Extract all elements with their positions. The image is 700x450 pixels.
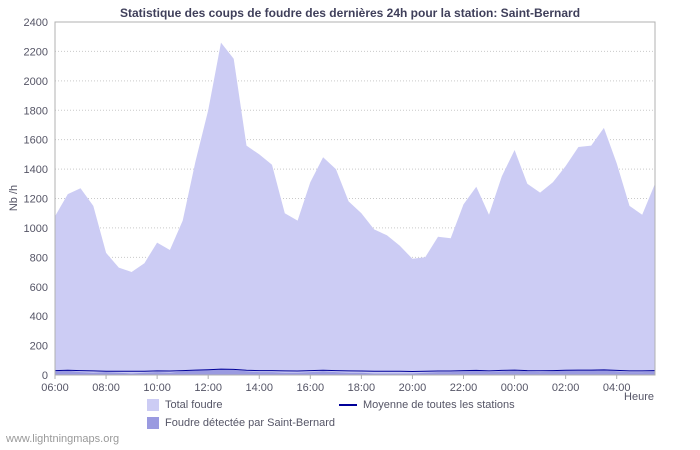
- svg-text:1400: 1400: [24, 164, 48, 176]
- svg-text:10:00: 10:00: [143, 382, 171, 392]
- legend: Total foudre Moyenne de toutes les stati…: [147, 396, 515, 432]
- watermark: www.lightningmaps.org: [6, 433, 120, 445]
- legend-label-detected: Foudre détectée par Saint-Bernard: [165, 417, 335, 429]
- legend-label-total: Total foudre: [165, 399, 223, 411]
- svg-text:06:00: 06:00: [41, 382, 69, 392]
- legend-item-total: Total foudre: [147, 399, 339, 411]
- svg-text:2400: 2400: [24, 17, 48, 29]
- svg-text:22:00: 22:00: [450, 382, 478, 392]
- svg-text:1000: 1000: [24, 223, 48, 235]
- svg-text:02:00: 02:00: [552, 382, 580, 392]
- svg-text:200: 200: [30, 341, 48, 353]
- svg-text:800: 800: [30, 252, 48, 264]
- svg-text:20:00: 20:00: [399, 382, 427, 392]
- total-foudre-swatch: [147, 399, 159, 411]
- svg-text:08:00: 08:00: [92, 382, 120, 392]
- svg-text:2200: 2200: [24, 46, 48, 58]
- chart-canvas: 0 200 400 600 800 1000 1200 1400 1600 1800 2000 220…: [24, 17, 656, 392]
- svg-text:12:00: 12:00: [194, 382, 222, 392]
- svg-text:1200: 1200: [24, 194, 48, 206]
- mean-line-swatch: [339, 404, 357, 406]
- svg-text:0: 0: [42, 370, 48, 382]
- x-axis-label: Heure: [624, 391, 654, 403]
- svg-text:400: 400: [30, 311, 48, 323]
- legend-item-detected: Foudre détectée par Saint-Bernard: [147, 417, 339, 429]
- legend-row-2: Foudre détectée par Saint-Bernard: [147, 414, 515, 432]
- legend-row-1: Total foudre Moyenne de toutes les stati…: [147, 396, 515, 414]
- detected-swatch: [147, 417, 159, 429]
- svg-text:00:00: 00:00: [501, 382, 529, 392]
- legend-item-mean: Moyenne de toutes les stations: [339, 399, 515, 411]
- svg-text:04:00: 04:00: [603, 382, 631, 392]
- svg-text:16:00: 16:00: [297, 382, 325, 392]
- svg-text:2000: 2000: [24, 76, 48, 88]
- svg-text:600: 600: [30, 282, 48, 294]
- svg-text:1800: 1800: [24, 105, 48, 117]
- legend-label-mean: Moyenne de toutes les stations: [363, 399, 515, 411]
- chart-title: Statistique des coups de foudre des dern…: [119, 6, 581, 20]
- svg-text:1600: 1600: [24, 135, 48, 147]
- svg-text:18:00: 18:00: [348, 382, 376, 392]
- svg-text:14:00: 14:00: [245, 382, 273, 392]
